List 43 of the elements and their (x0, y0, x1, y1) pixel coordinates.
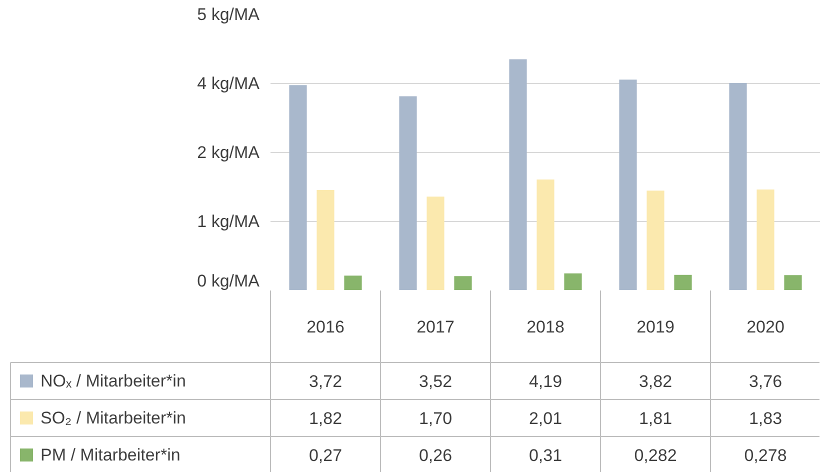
bar (536, 180, 554, 290)
x-tick-label: 2020 (746, 318, 784, 336)
bar (344, 276, 362, 290)
x-tick-label: 2019 (636, 318, 674, 336)
data-label: 1,81 (638, 409, 672, 428)
bar (509, 59, 527, 290)
data-label: 0,282 (634, 446, 677, 465)
data-label: 0,278 (744, 446, 787, 465)
bar (674, 274, 692, 290)
y-tick-label: 0 kg/MA (197, 272, 260, 290)
legend-label: PM / Mitarbeiter*in (40, 446, 180, 464)
data-label: 3,76 (748, 372, 782, 391)
y-tick-label: 1 kg/MA (197, 212, 260, 231)
bar (454, 276, 472, 290)
bar (289, 85, 307, 290)
data-label: 1,83 (748, 409, 782, 428)
bar (646, 190, 664, 290)
data-label: 0,26 (418, 446, 452, 465)
data-label: 3,72 (308, 372, 342, 391)
data-label: 1,70 (418, 409, 452, 428)
data-label: 1,82 (308, 409, 342, 428)
x-tick-label: 2018 (526, 318, 564, 336)
data-label: 3,52 (418, 372, 452, 391)
x-tick-label: 2017 (416, 318, 454, 336)
data-label: 3,82 (638, 372, 672, 391)
legend-label: NOₓ / Mitarbeiter*in (40, 372, 186, 390)
bar (426, 196, 444, 290)
data-label: 4,19 (528, 372, 562, 391)
bar (619, 80, 637, 290)
data-label: 0,27 (308, 446, 342, 465)
bar (399, 96, 417, 290)
y-tick-label: 4 kg/MA (197, 74, 260, 93)
bar (316, 190, 334, 290)
data-label: 0,31 (528, 446, 562, 465)
x-tick-label: 2016 (306, 318, 344, 336)
bar (729, 82, 747, 290)
y-tick-label: 2 kg/MA (197, 143, 260, 162)
bar (784, 275, 802, 290)
bar (564, 273, 582, 290)
bar (756, 189, 774, 290)
legend-label: SO₂ / Mitarbeiter*in (40, 408, 186, 428)
y-tick-label: 5 kg/MA (197, 5, 260, 24)
data-label: 2,01 (528, 409, 562, 428)
